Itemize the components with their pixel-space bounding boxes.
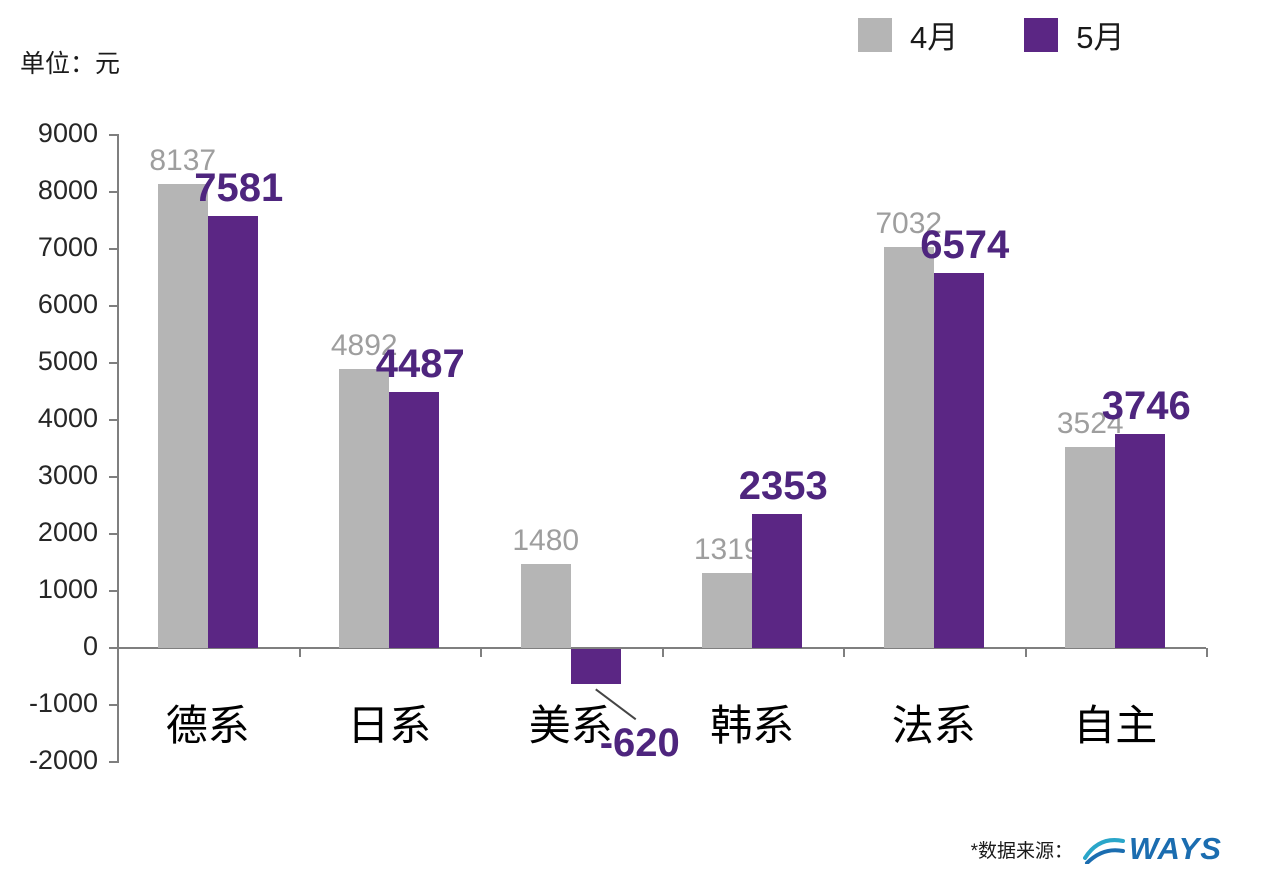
value-label-april-2: 1480 — [512, 523, 580, 557]
bar-april-1 — [339, 369, 390, 648]
y-axis-line — [117, 135, 119, 762]
y-tick-mark — [109, 476, 119, 478]
x-axis-tick — [1206, 648, 1208, 657]
y-tick-mark — [109, 191, 119, 193]
bar-april-5 — [1065, 447, 1116, 648]
y-tick-mark — [109, 590, 119, 592]
value-label-may-2: -620 — [599, 721, 680, 766]
y-tick-label: 0 — [82, 631, 98, 661]
bar-may-5 — [1115, 434, 1166, 648]
bar-may-1 — [389, 392, 440, 648]
y-tick-mark — [109, 362, 119, 364]
value-label-may-3: 2353 — [738, 463, 828, 508]
y-tick-label: 2000 — [37, 517, 98, 547]
bar-may-0 — [207, 215, 258, 648]
category-label: 韩系 — [710, 702, 795, 749]
category-label: 法系 — [891, 702, 976, 749]
legend-swatch-april-icon — [858, 17, 892, 52]
value-label-may-4: 6574 — [920, 223, 1010, 268]
y-tick-label: 9000 — [37, 118, 98, 148]
y-tick-mark — [109, 134, 119, 136]
y-tick-mark — [109, 248, 119, 250]
x-axis-tick — [298, 648, 301, 657]
bar-may-4 — [933, 273, 984, 648]
legend-swatch-may-icon — [1024, 17, 1059, 52]
bar-may-2 — [570, 649, 621, 685]
y-tick-label: 6000 — [37, 289, 98, 319]
bar-april-0 — [157, 184, 208, 648]
category-label: 日系 — [347, 702, 432, 749]
y-tick-mark — [109, 704, 119, 706]
bar-april-4 — [883, 247, 934, 648]
y-tick-mark — [109, 647, 119, 649]
legend-label-april: 4月 — [910, 20, 959, 55]
y-tick-mark — [109, 761, 119, 763]
bar-april-3 — [702, 572, 753, 648]
y-tick-label: 1000 — [37, 574, 98, 604]
x-axis-tick — [661, 648, 664, 657]
unit-label: 单位：元 — [20, 50, 121, 78]
legend-label-may: 5月 — [1076, 20, 1125, 55]
legend-item-may: 5月 — [1024, 12, 1125, 57]
ways-swoosh-icon — [1083, 838, 1125, 864]
source-note-text: *数据来源： — [970, 840, 1073, 862]
source-note: *数据来源： WAYS — [971, 831, 1222, 867]
ways-logo: WAYS — [1083, 831, 1222, 867]
y-tick-label: 8000 — [37, 175, 98, 205]
bar-may-3 — [752, 513, 803, 648]
y-tick-label: 3000 — [37, 460, 98, 490]
legend-item-april: 4月 — [858, 12, 958, 57]
value-label-april-4: 7032 — [875, 207, 943, 241]
y-tick-label: -2000 — [28, 745, 98, 775]
y-tick-label: 7000 — [37, 232, 98, 262]
x-axis-tick — [117, 648, 119, 657]
x-axis-tick — [843, 648, 845, 657]
value-label-may-1: 4487 — [375, 342, 465, 387]
y-tick-label: 4000 — [37, 403, 98, 433]
ways-logo-text: WAYS — [1129, 831, 1222, 866]
y-tick-mark — [109, 419, 119, 421]
value-label-april-1: 4892 — [330, 329, 398, 363]
bar-april-2 — [520, 563, 571, 648]
y-tick-mark — [109, 305, 119, 307]
x-axis-tick — [1024, 648, 1027, 657]
legend: 4月 5月 — [858, 12, 1125, 57]
y-tick-label: -1000 — [28, 688, 98, 718]
value-label-april-0: 8137 — [149, 144, 217, 178]
value-label-may-0: 7581 — [194, 165, 284, 210]
category-label: 自主 — [1073, 702, 1158, 749]
value-label-april-3: 1319 — [693, 532, 761, 566]
category-label: 德系 — [165, 702, 250, 749]
x-axis-tick — [480, 648, 482, 657]
y-tick-label: 5000 — [37, 346, 98, 376]
value-label-may-5: 3746 — [1101, 384, 1191, 429]
y-tick-mark — [109, 533, 119, 535]
value-label-april-5: 3524 — [1056, 407, 1124, 441]
